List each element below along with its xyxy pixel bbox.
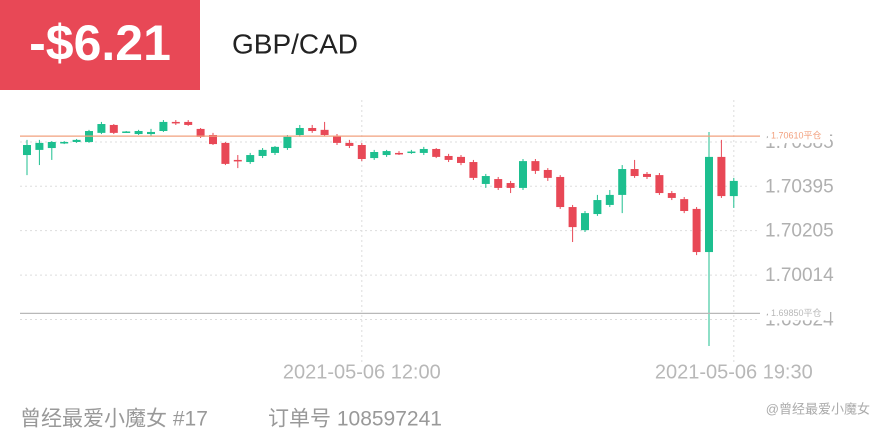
candle-body: [320, 129, 329, 135]
pnl: -$6.21: [29, 15, 171, 71]
candle-body: [655, 175, 664, 194]
candle-body: [246, 155, 255, 163]
candle-body: [72, 139, 81, 142]
candle-body: [630, 169, 639, 177]
candle-body: [717, 156, 726, 197]
x-tick-label: 2021-05-06 19:30: [655, 361, 813, 383]
candle-body: [258, 149, 267, 156]
reference-label-bg: [768, 306, 830, 321]
watermark: @曾经最爱小魔女: [766, 401, 870, 416]
candle-body: [209, 134, 217, 145]
candle-body: [23, 145, 31, 156]
candle-body: [605, 194, 614, 205]
x-tick-label: 2021-05-06 12:00: [283, 361, 441, 383]
y-tick-label: 1.70395: [765, 176, 834, 197]
candle-body: [122, 131, 131, 133]
candle-body: [196, 128, 205, 137]
candle-body: [692, 208, 701, 253]
pnl-box: [0, 0, 200, 90]
candle-body: [494, 179, 503, 188]
candle-body: [395, 152, 403, 155]
candle-body: [382, 151, 391, 156]
candle-body: [184, 121, 193, 125]
candle-body: [47, 141, 56, 149]
candle-body: [457, 156, 465, 163]
candle-body: [357, 145, 366, 160]
candle-body: [643, 173, 651, 177]
candle-body: [581, 213, 589, 231]
candle-body: [729, 180, 738, 197]
candle-body: [159, 121, 168, 132]
candle-body: [444, 155, 453, 160]
candle-body: [531, 161, 540, 171]
candle-body: [60, 141, 69, 144]
candle-body: [543, 169, 552, 178]
candle-body: [419, 148, 428, 153]
candle-body: [519, 161, 527, 188]
order-number: 订单号 108597241: [268, 408, 442, 431]
candle-body: [333, 135, 341, 143]
candle-body: [593, 200, 602, 215]
candle-body: [568, 207, 577, 228]
candle-body: [171, 121, 180, 124]
user: 曾经最爱小魔女 #17: [20, 408, 208, 431]
reference-label-bg: [768, 129, 830, 144]
candle-body: [134, 131, 143, 135]
candle-body: [680, 199, 689, 212]
candle-body: [667, 193, 676, 198]
candle-body: [283, 136, 292, 149]
candle-body: [506, 183, 515, 188]
candle-body: [481, 176, 490, 184]
y-tick-label: 1.70205: [765, 221, 834, 242]
candle-body: [147, 131, 155, 135]
candle-body: [345, 142, 354, 146]
candle-body: [618, 169, 627, 195]
candle-body: [109, 124, 118, 133]
candle-body: [35, 142, 44, 150]
candle-body: [308, 127, 317, 132]
candle-body: [221, 142, 230, 164]
reference-label: 1.69850平仓: [771, 307, 822, 318]
symbol: GBP/CAD: [232, 28, 358, 59]
reference-label: 1.70610平仓: [771, 130, 822, 141]
candle-body: [556, 176, 565, 208]
y-tick-label: 1.70014: [765, 265, 834, 286]
candle-body: [407, 151, 416, 154]
candle-body: [271, 146, 279, 153]
candle-body: [97, 124, 106, 133]
candle-body: [469, 162, 478, 178]
candle-body: [432, 148, 441, 157]
candle-body: [295, 127, 304, 135]
candle-body: [370, 152, 379, 159]
candle-body: [705, 156, 713, 253]
candle-body: [233, 159, 242, 162]
